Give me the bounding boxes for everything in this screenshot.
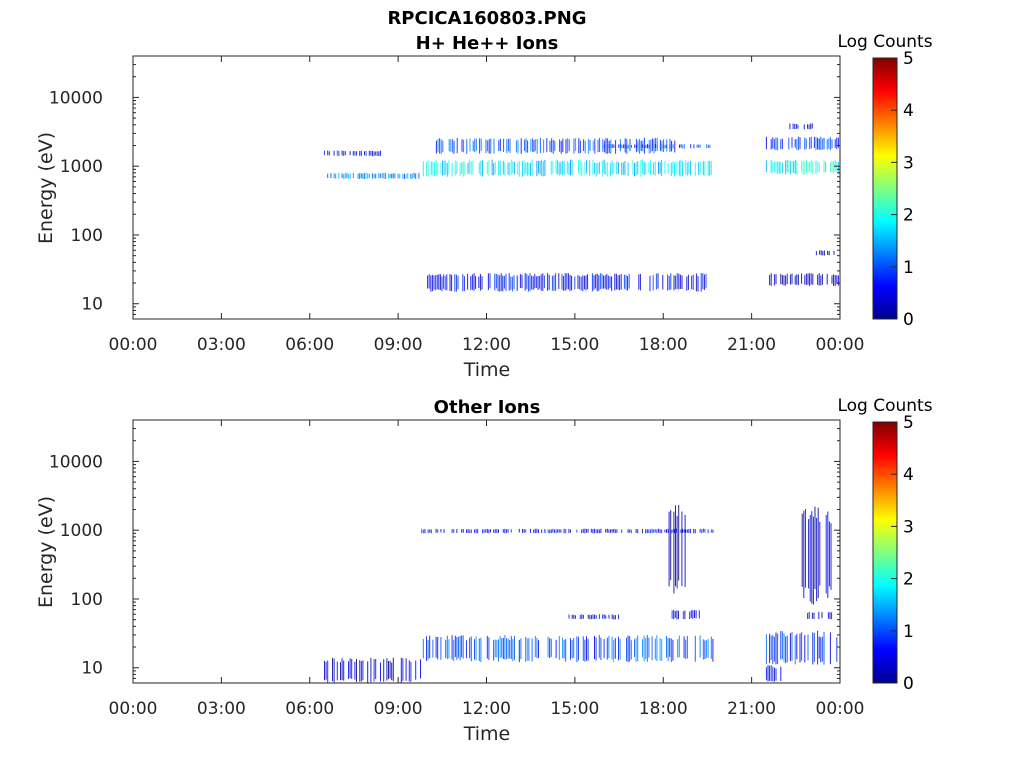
panel-1-colorbar-label: Log Counts (837, 32, 932, 52)
x-tick-label: 03:00 (197, 699, 246, 719)
panel-2-y-ticks: 10 100 1000 10000 (49, 419, 840, 684)
y-tick-label: 1000 (60, 521, 103, 541)
panel-2-colorbar-label: Log Counts (837, 396, 932, 416)
spectrogram-region (324, 150, 381, 157)
colorbar-tick-label: 1 (903, 258, 914, 278)
x-tick-label: 21:00 (727, 335, 776, 355)
spectrogram-region (765, 159, 839, 175)
x-tick-label: 09:00 (374, 699, 423, 719)
y-tick-label: 100 (71, 590, 103, 610)
panel-1-title: H+ He++ Ions (416, 33, 559, 54)
colorbar-tick-label: 0 (903, 310, 914, 330)
colorbar-tick-label: 5 (903, 413, 914, 433)
colorbar-tick-label: 1 (903, 622, 914, 642)
panel-1-axes-box (132, 55, 841, 320)
panel-1-y-ticks: 10 100 1000 10000 (49, 55, 840, 320)
colorbar-tick-label: 4 (903, 101, 914, 121)
panel-2-title: Other Ions (434, 397, 541, 418)
spectrogram-region (765, 630, 841, 665)
spectrogram-region (671, 609, 700, 620)
spectrogram-region (789, 123, 813, 130)
panel-2-axes-box (132, 419, 841, 684)
x-tick-label: 00:00 (816, 335, 865, 355)
panel-1-colorbar: Log Counts 0 1 2 3 4 5 (837, 32, 932, 330)
panel-2-x-axis-label: Time (463, 723, 511, 745)
x-tick-label: 15:00 (550, 699, 599, 719)
panel-2-x-ticks: 00:00 03:00 06:00 09:00 12:00 15:00 18:00 21:00… (109, 420, 865, 719)
y-tick-label: 1000 (60, 157, 103, 177)
spectrogram-region (421, 528, 714, 534)
spectrogram-region (668, 504, 686, 594)
spectrogram-region (324, 657, 421, 683)
colorbar-tick-label: 2 (903, 570, 914, 590)
x-tick-label: 06:00 (285, 335, 334, 355)
figure-filename-title: RPCICA160803.PNG (387, 8, 586, 29)
spectrogram-region (801, 506, 832, 605)
x-tick-label: 00:00 (109, 699, 158, 719)
panel-2-y-axis-label: Energy (eV) (35, 496, 57, 608)
panel-1-x-ticks: 00:00 03:00 06:00 09:00 12:00 15:00 18:00 21:00… (109, 56, 865, 355)
spectrogram-region (765, 136, 841, 151)
x-tick-label: 00:00 (109, 335, 158, 355)
x-tick-label: 06:00 (285, 699, 334, 719)
x-tick-label: 09:00 (374, 335, 423, 355)
x-tick-label: 21:00 (727, 699, 776, 719)
x-tick-label: 03:00 (197, 335, 246, 355)
spectrogram-region (435, 137, 676, 154)
spectrogram-region (815, 250, 835, 256)
colorbar-tick-label: 4 (903, 465, 914, 485)
panel-1-x-axis-label: Time (463, 359, 511, 381)
spectrogram-region (568, 614, 620, 620)
y-tick-label: 10 (81, 659, 103, 679)
colorbar-tick-label: 3 (903, 517, 914, 537)
panel-1-spectrogram (324, 123, 841, 292)
colorbar-tick-label: 5 (903, 49, 914, 69)
spectrogram-region (603, 144, 711, 149)
y-tick-label: 10 (81, 295, 103, 315)
y-tick-label: 10000 (49, 88, 103, 108)
panel-2-colorbar-ticks: 0 1 2 3 4 5 (891, 413, 914, 694)
panel-other-ions: Other Ions 00:00 03:00 06:00 09:00 12:00 15:0… (35, 396, 933, 745)
x-tick-label: 15:00 (550, 335, 599, 355)
x-tick-label: 18:00 (639, 335, 688, 355)
spectrogram-region (422, 159, 712, 177)
spectrogram-region (807, 611, 833, 620)
colorbar-tick-label: 0 (903, 674, 914, 694)
x-tick-label: 00:00 (816, 699, 865, 719)
spectrogram-region (769, 273, 841, 287)
spectrogram-region (327, 172, 420, 179)
panel-2-spectrogram (324, 504, 841, 683)
colorbar-tick-label: 2 (903, 206, 914, 226)
panel-h-he-ions: H+ He++ Ions 00:00 03:00 06:00 09:00 12:00 15… (35, 32, 933, 381)
colorbar-tick-label: 3 (903, 153, 914, 173)
y-tick-label: 100 (71, 226, 103, 246)
x-tick-label: 12:00 (462, 699, 511, 719)
y-tick-label: 10000 (49, 452, 103, 472)
panel-1-colorbar-ticks: 0 1 2 3 4 5 (891, 49, 914, 330)
panel-2-colorbar: Log Counts 0 1 2 3 4 5 (837, 396, 932, 694)
spectrogram-region (765, 665, 782, 682)
spectrogram-region (422, 634, 714, 663)
x-tick-label: 18:00 (639, 699, 688, 719)
spectrogram-region (427, 273, 707, 292)
panel-1-y-axis-label: Energy (eV) (35, 132, 57, 244)
x-tick-label: 12:00 (462, 335, 511, 355)
